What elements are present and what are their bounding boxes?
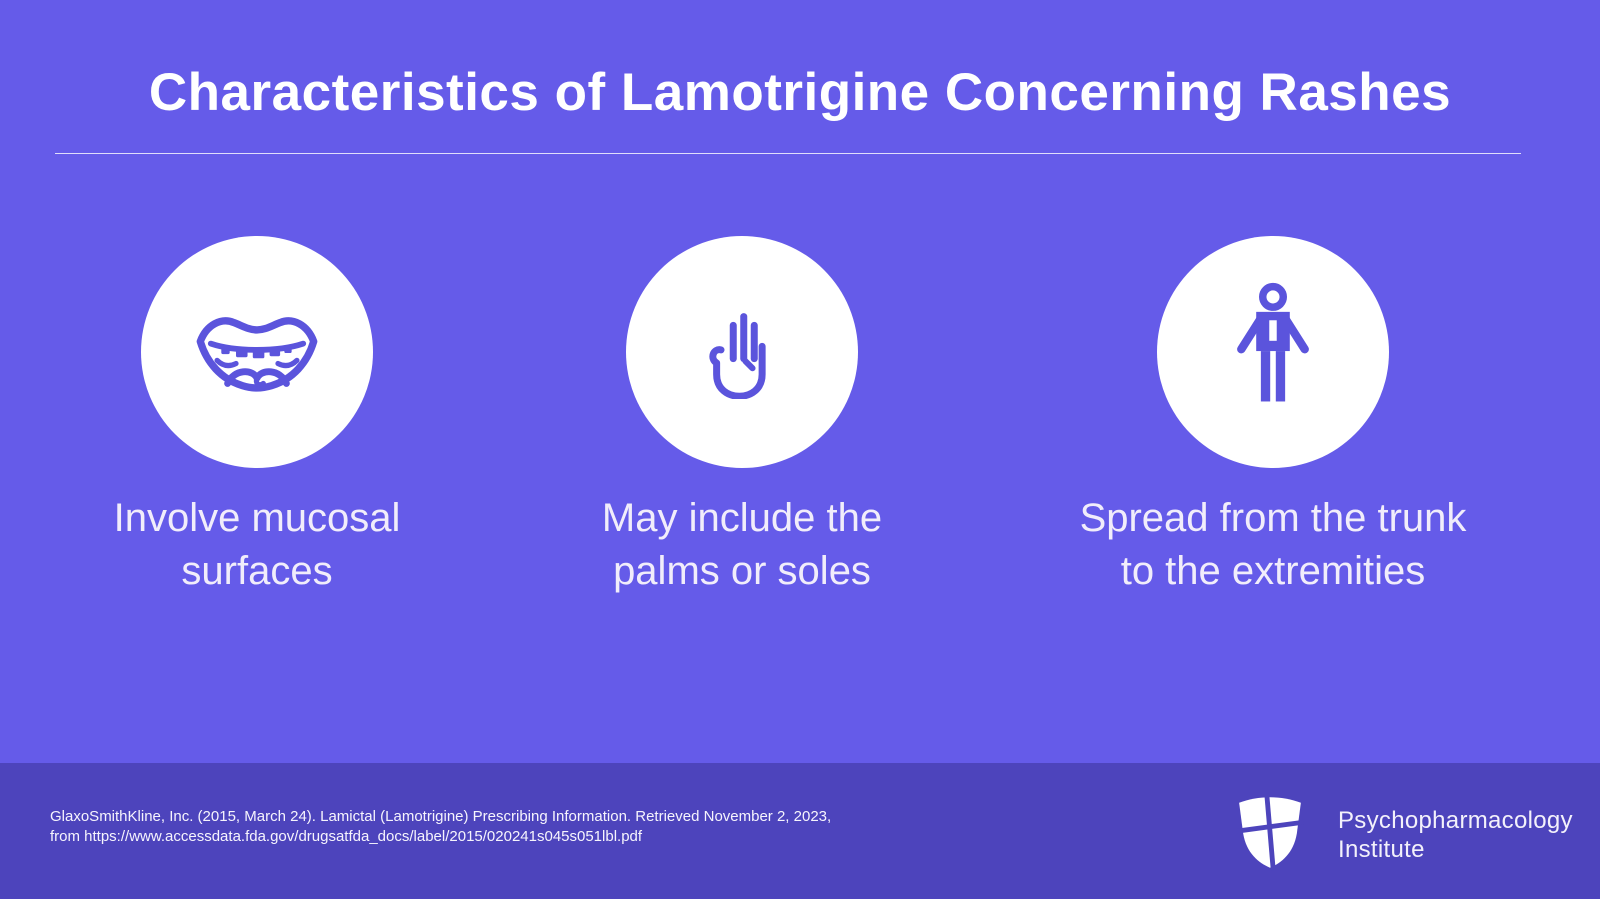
feature-caption: Involve mucosal surfaces bbox=[27, 492, 487, 598]
feature-caption: Spread from the trunk to the extremities bbox=[1043, 492, 1503, 598]
caption-line: surfaces bbox=[181, 549, 333, 593]
caption-line: May include the bbox=[601, 496, 883, 540]
feature-palms-soles: May include the palms or soles bbox=[512, 0, 972, 598]
caption-line: to the extremities bbox=[1120, 549, 1426, 593]
brand-line: Institute bbox=[1338, 836, 1425, 863]
icon-circle bbox=[141, 236, 373, 468]
brand-name: Psychopharmacology Institute bbox=[1338, 806, 1573, 864]
brand: Psychopharmacology Institute bbox=[1228, 793, 1573, 871]
page-title: Characteristics of Lamotrigine Concernin… bbox=[148, 63, 1452, 122]
caption-line: Involve mucosal bbox=[113, 496, 401, 540]
citation-line: from https://www.accessdata.fda.gov/drug… bbox=[50, 828, 643, 845]
stop-hand-icon bbox=[709, 312, 766, 399]
person-icon bbox=[1237, 282, 1309, 402]
caption-line: Spread from the trunk bbox=[1079, 496, 1467, 540]
feature-trunk-extremities: Spread from the trunk to the extremities bbox=[1043, 0, 1503, 598]
icon-circle bbox=[1157, 236, 1389, 468]
icon-circle bbox=[626, 236, 858, 468]
shield-logo-icon bbox=[1236, 793, 1304, 871]
caption-line: palms or soles bbox=[613, 549, 871, 593]
citation-line: GlaxoSmithKline, Inc. (2015, March 24). … bbox=[50, 808, 832, 825]
title-divider bbox=[55, 153, 1521, 154]
brand-line: Psychopharmacology bbox=[1338, 807, 1573, 834]
feature-caption: May include the palms or soles bbox=[512, 492, 972, 598]
mouth-icon bbox=[196, 317, 318, 392]
footer: GlaxoSmithKline, Inc. (2015, March 24). … bbox=[0, 763, 1600, 899]
feature-mucosal-surfaces: Involve mucosal surfaces bbox=[27, 0, 487, 598]
citation: GlaxoSmithKline, Inc. (2015, March 24). … bbox=[50, 807, 831, 847]
